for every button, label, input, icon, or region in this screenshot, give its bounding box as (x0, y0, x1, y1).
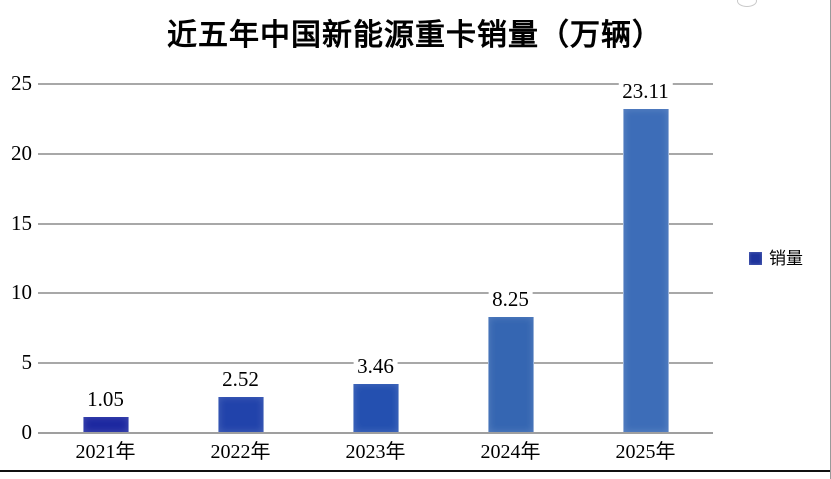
y-tick-label: 5 (21, 350, 33, 375)
bar-value-label: 8.25 (488, 288, 533, 310)
x-axis-label: 2025年 (615, 441, 676, 463)
y-tick-label: 15 (11, 210, 32, 235)
gridline (38, 152, 713, 155)
y-tick-label: 25 (11, 71, 32, 95)
x-axis-label: 2021年 (75, 441, 136, 463)
bar (622, 109, 669, 432)
gridline (38, 83, 713, 85)
legend-label: 销量 (769, 249, 803, 268)
bar (487, 316, 534, 432)
x-axis-label: 2022年 (210, 441, 271, 463)
plot-area: 1.05 2.52 3.46 8.25 23.11 (38, 80, 713, 434)
gridline (38, 292, 713, 295)
y-tick-label: 20 (11, 140, 32, 165)
chart-title: 近五年中国新能源重卡销量（万辆） (167, 19, 663, 52)
bar (217, 396, 264, 432)
legend-swatch-icon (749, 252, 762, 265)
cropped-glyph-artifact (737, 0, 757, 7)
y-tick-label: 0 (21, 420, 33, 444)
x-axis-label: 2024年 (480, 441, 541, 463)
bar-value-label: 23.11 (618, 80, 673, 102)
x-axis-label: 2023年 (345, 441, 406, 463)
legend: 销量 (749, 250, 803, 267)
bar-value-label: 3.46 (353, 355, 398, 377)
bar (352, 383, 399, 432)
bar-value-label: 2.52 (218, 368, 263, 390)
x-axis-line (38, 432, 713, 434)
x-axis-category-labels: 2021年 2022年 2023年 2024年 2025年 (38, 442, 713, 468)
bar (82, 417, 129, 432)
y-axis-tick-labels: 0 5 10 15 20 25 (0, 73, 33, 443)
gridline (38, 222, 713, 225)
bottom-divider (0, 470, 830, 472)
y-tick-label: 10 (11, 280, 32, 305)
bar-value-label: 1.05 (83, 388, 128, 410)
